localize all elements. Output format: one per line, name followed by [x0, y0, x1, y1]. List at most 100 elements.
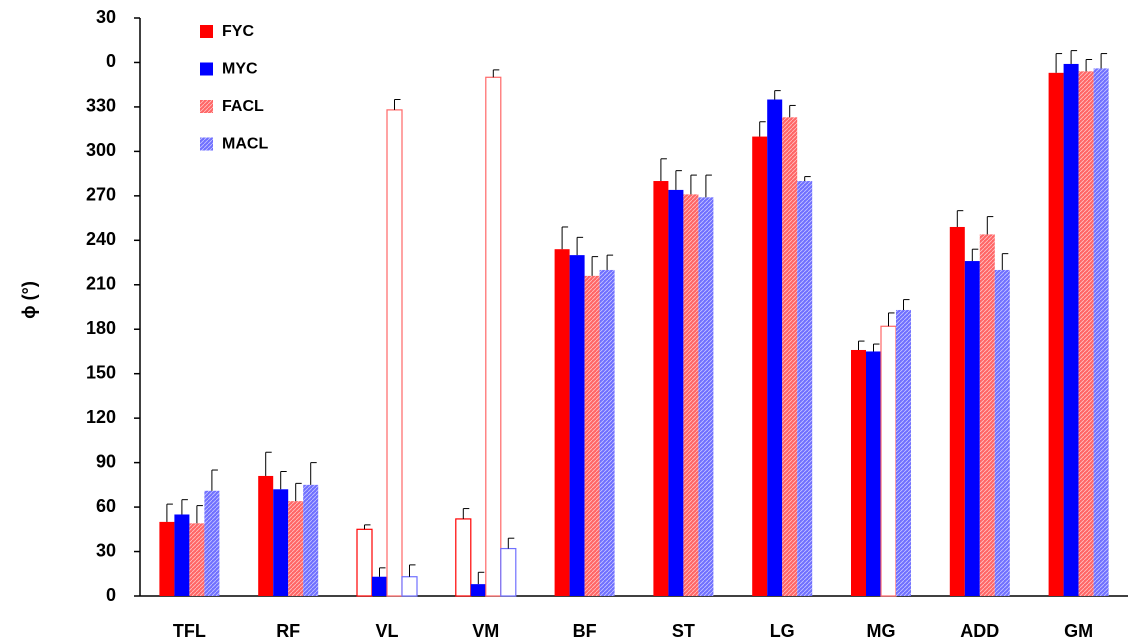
error-bar [690, 174, 697, 195]
error-bar [1055, 53, 1063, 73]
error-bar [606, 254, 614, 270]
bar [569, 255, 585, 596]
bar [174, 514, 190, 596]
bar [767, 99, 783, 596]
error-bar [492, 69, 500, 78]
error-bar [956, 210, 964, 227]
x-tick-label: VM [472, 621, 499, 641]
error-bar [295, 482, 302, 502]
x-tick-label: ST [672, 621, 695, 641]
legend-swatch [200, 100, 213, 113]
y-tick-label: 270 [86, 185, 116, 205]
bar [979, 234, 995, 596]
y-tick-label: 60 [96, 496, 116, 516]
x-tick-label: LG [770, 621, 795, 641]
y-tick-label: 0 [106, 51, 116, 71]
x-tick-label: BF [573, 621, 597, 641]
bar [1093, 68, 1109, 596]
error-bar [462, 508, 470, 519]
bar [752, 136, 768, 597]
bar [372, 576, 387, 596]
bar [698, 197, 714, 597]
bar [189, 523, 205, 596]
error-bar [1001, 253, 1009, 270]
y-tick-label: 150 [86, 362, 116, 382]
legend-label: MYC [222, 61, 258, 78]
bar [1048, 72, 1064, 597]
error-bar [705, 174, 712, 198]
bar [584, 275, 600, 596]
bar [204, 490, 220, 596]
error-bar [364, 524, 371, 530]
bar [1078, 71, 1094, 597]
bar [994, 269, 1010, 596]
legend-swatch [200, 137, 213, 151]
error-bar [858, 340, 865, 350]
error-bar [280, 471, 287, 490]
legend-label: FYC [222, 23, 254, 40]
error-bar [660, 158, 667, 182]
error-bar [888, 312, 895, 327]
error-bar [181, 499, 188, 515]
legend-swatch [200, 62, 213, 76]
error-bar [759, 121, 766, 137]
legend-label: FACL [222, 98, 264, 115]
bar [866, 351, 881, 596]
error-bar [873, 343, 880, 352]
error-bar [576, 236, 584, 256]
error-bar [1070, 50, 1078, 64]
error-bar [409, 564, 416, 577]
error-bar [379, 567, 386, 577]
bar [288, 501, 304, 596]
y-tick-label: 30 [96, 540, 116, 560]
error-bar [394, 99, 401, 110]
bar [949, 226, 965, 596]
y-tick-label: 180 [86, 318, 116, 338]
error-bar [971, 248, 979, 262]
error-bar [1100, 53, 1108, 69]
error-bar [804, 176, 811, 182]
y-tick-label: 30 [96, 7, 116, 27]
x-tick-label: MG [867, 621, 896, 641]
error-bar [477, 571, 485, 585]
x-tick-label: RF [276, 621, 300, 641]
error-bar [1085, 58, 1093, 72]
bar [401, 576, 418, 597]
bar [258, 475, 274, 596]
bar [683, 194, 699, 596]
bar [485, 76, 502, 597]
y-tick-label: 240 [86, 229, 116, 249]
legend-label: MACL [222, 136, 268, 153]
error-bar [774, 90, 781, 100]
x-tick-label: GM [1064, 621, 1093, 641]
y-tick-label: 0 [106, 585, 116, 605]
y-axis-label: ϕ (°) [19, 281, 39, 319]
bar [1063, 63, 1079, 596]
bar [455, 518, 472, 597]
bar [782, 117, 798, 597]
bar [303, 484, 319, 596]
error-bar [675, 170, 682, 190]
legend-swatch [200, 25, 213, 38]
x-tick-label: ADD [960, 621, 999, 641]
error-bar [196, 505, 203, 524]
y-tick-label: 330 [86, 96, 116, 116]
error-bar [986, 216, 994, 235]
x-tick-label: TFL [173, 621, 206, 641]
bar [470, 584, 486, 596]
error-bar [211, 469, 218, 491]
bar [554, 249, 570, 596]
y-tick-label: 210 [86, 274, 116, 294]
bar [356, 528, 373, 597]
bar [386, 109, 403, 597]
bar [964, 261, 980, 596]
bar [851, 349, 866, 596]
error-bar [903, 299, 910, 310]
bar [273, 489, 289, 596]
error-bar [789, 104, 796, 118]
x-tick-label: VL [375, 621, 398, 641]
error-bar [265, 451, 272, 476]
bar [668, 189, 684, 596]
